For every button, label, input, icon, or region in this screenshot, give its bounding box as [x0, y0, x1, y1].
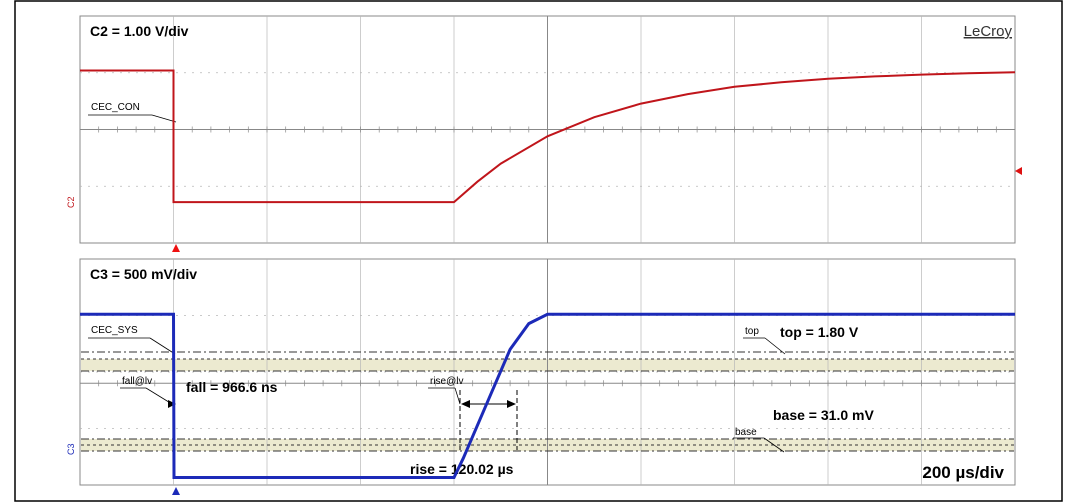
rise-measurement: rise = 120.02 µs — [410, 461, 514, 477]
rise-arrow-left — [461, 400, 470, 408]
rise-marker-label: rise@lv — [430, 376, 464, 387]
timebase-label: 200 µs/div — [922, 463, 1004, 482]
top-marker-leader — [764, 337, 786, 355]
rise-marker-leader — [454, 387, 461, 405]
c3-trigger-position-marker — [172, 487, 180, 495]
fall-arrow — [168, 400, 176, 408]
c3-scale-label: C3 = 500 mV/div — [90, 266, 197, 282]
c2-trace-label: CEC_CON — [91, 102, 140, 113]
c2-trigger-position-marker — [172, 244, 180, 252]
c2-scale-label: C2 = 1.00 V/div — [90, 23, 189, 39]
lecroy-logo: LeCroy — [964, 23, 1013, 40]
c2-ground-marker: C2 — [66, 196, 76, 208]
c3-trace-label: CEC_SYS — [91, 325, 138, 336]
fall-marker-label: fall@lv — [122, 376, 152, 387]
c3-panel: C3 = 500 mV/div CEC_SYS C3 fall@lv fall … — [66, 258, 1016, 495]
fall-marker-leader — [145, 387, 173, 405]
c3-ground-marker: C3 — [66, 443, 76, 455]
top-marker-label: top — [745, 326, 759, 337]
rise-arrow-right — [507, 400, 516, 408]
c2-grid — [80, 16, 1015, 243]
fall-measurement: fall = 966.6 ns — [186, 379, 278, 395]
c2-trigger-level-marker — [1015, 167, 1022, 175]
c2-panel: C2 = 1.00 V/div LeCroy CEC_CON C2 — [66, 15, 1022, 252]
figure-border — [14, 0, 1063, 502]
base-marker-leader — [763, 437, 785, 453]
c3-grid — [80, 259, 1015, 485]
base-measurement: base = 31.0 mV — [773, 407, 874, 423]
c3-trace-line — [80, 312, 1015, 479]
top-measurement: top = 1.80 V — [780, 324, 859, 340]
c3-trace-label-leader — [149, 337, 176, 355]
base-marker-label: base — [735, 427, 757, 438]
c2-trace-line — [80, 69, 1016, 204]
c2-trace-label-leader — [151, 114, 177, 123]
